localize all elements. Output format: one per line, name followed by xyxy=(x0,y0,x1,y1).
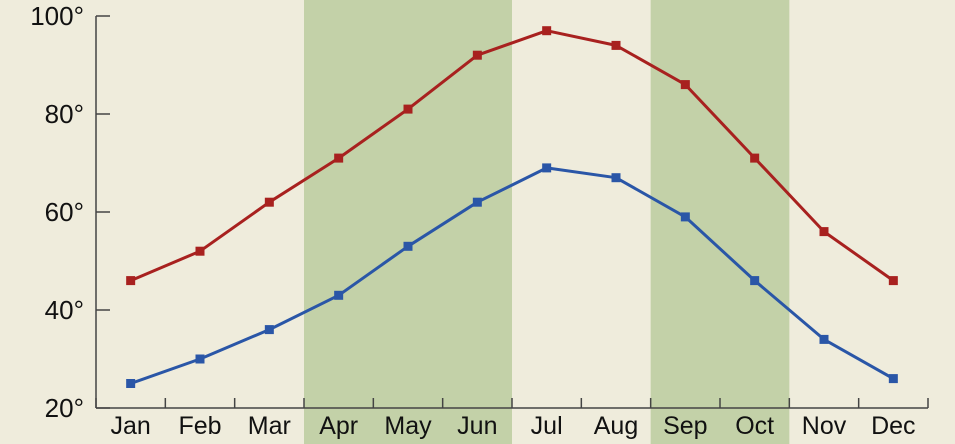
series-2-point xyxy=(264,325,274,335)
x-tick-label-nov: Nov xyxy=(802,412,847,440)
series-1-point xyxy=(403,104,413,114)
x-tick-label-aug: Aug xyxy=(594,412,638,440)
series-2-point xyxy=(334,290,344,300)
series-2-point xyxy=(542,163,552,173)
x-tick-label-feb: Feb xyxy=(178,412,221,440)
y-tick-label: 40° xyxy=(45,295,84,325)
x-tick-label-mar: Mar xyxy=(248,412,291,440)
series-1-point xyxy=(264,197,274,207)
highlight-band-1 xyxy=(304,0,512,444)
series-1-point xyxy=(888,276,898,286)
series-1-point xyxy=(819,227,829,237)
series-2-point xyxy=(888,374,898,384)
x-tick-label-jun: Jun xyxy=(457,412,497,440)
x-tick-label-jan: Jan xyxy=(111,412,151,440)
series-1-point xyxy=(611,40,621,50)
series-1-point xyxy=(750,153,760,163)
y-tick-label: 20° xyxy=(45,393,84,423)
highlight-band-2 xyxy=(650,0,790,444)
x-tick-label-sep: Sep xyxy=(663,412,707,440)
series-2-point xyxy=(472,197,482,207)
x-tick-label-apr: Apr xyxy=(319,412,358,440)
series-2-point xyxy=(195,354,205,364)
series-2-point xyxy=(611,173,621,183)
series-1-point xyxy=(126,276,136,286)
series-2-point xyxy=(680,212,690,222)
y-tick-label: 80° xyxy=(45,99,84,129)
series-1-point xyxy=(472,50,482,60)
series-1-line xyxy=(130,29,895,282)
series-2-point xyxy=(403,241,413,251)
y-tick-label: 60° xyxy=(45,197,84,227)
series-1-point xyxy=(195,246,205,256)
series-1-point xyxy=(680,80,690,90)
x-tick-label-dec: Dec xyxy=(871,412,915,440)
series-1-point xyxy=(334,153,344,163)
series-2-line xyxy=(130,166,895,385)
series-group xyxy=(126,26,898,388)
series-2-point xyxy=(750,276,760,286)
series-1-point xyxy=(542,26,552,36)
x-axis-ticks: Jan Feb Mar Apr May Jun Jul Aug Sep Oct Nov Dec xyxy=(95,398,929,440)
series-2-point xyxy=(819,334,829,344)
x-tick-label-jul: Jul xyxy=(531,412,563,440)
highlight-bands xyxy=(304,0,790,444)
x-tick-label-may: May xyxy=(384,412,432,440)
series-2-point xyxy=(126,379,136,388)
y-axis-ticks: 20° 40° 60° 80° 100° xyxy=(30,1,110,423)
y-tick-label: 100° xyxy=(30,1,84,31)
x-tick-label-oct: Oct xyxy=(735,412,774,440)
